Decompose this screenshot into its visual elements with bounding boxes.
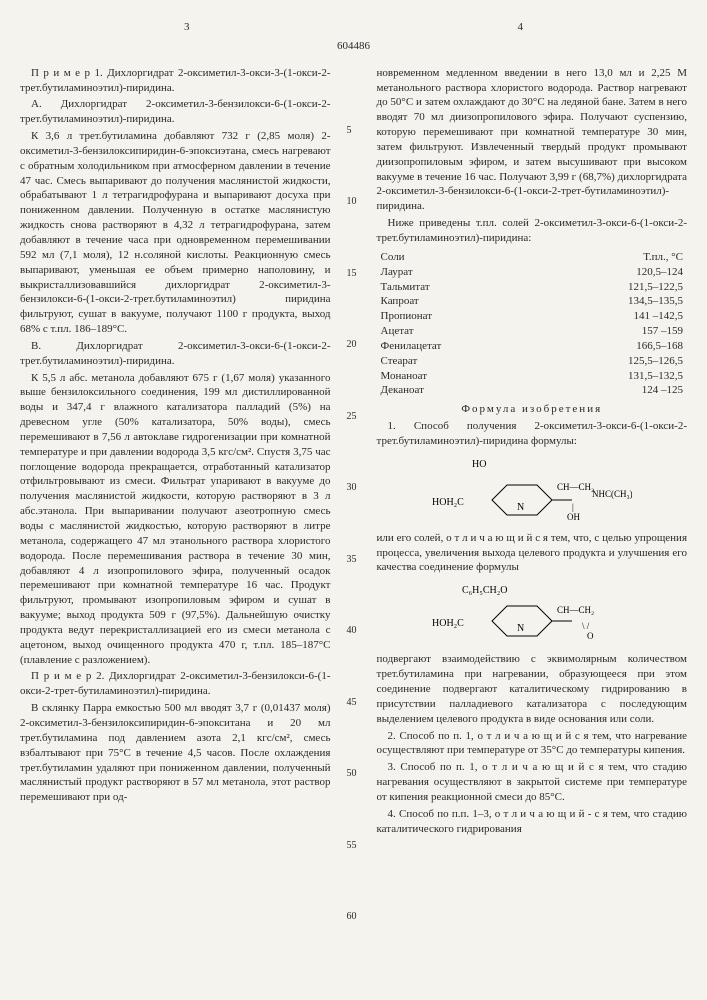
claim-1: 1. Способ получения 2-оксиметил-3-окси-6…	[377, 419, 688, 449]
section-b-body: К 5,5 л абс. метанола добавляют 675 г (1…	[20, 371, 331, 668]
left-column: П р и м е р 1. Дихлоргидрат 2-оксиметил-…	[20, 66, 331, 924]
section-a: А. Дихлоргидрат 2-оксиметил-3-бензилокси…	[20, 97, 331, 127]
table-row: Капроат134,5–135,5	[377, 294, 688, 309]
svg-text:|: |	[572, 502, 574, 512]
section-a-body: К 3,6 л трет.бутиламина добавляют 732 г …	[20, 129, 331, 337]
table-row: Пропионат141 –142,5	[377, 309, 688, 324]
line-mark: 45	[347, 696, 361, 710]
svg-text:HOH₂C: HOH₂C	[432, 618, 464, 629]
line-mark: 10	[347, 195, 361, 209]
table-row: Монаноат131,5–132,5	[377, 369, 688, 384]
line-mark: 20	[347, 338, 361, 352]
table-header: Соли Т.пл., °С	[377, 250, 688, 265]
svg-text:N: N	[517, 623, 524, 634]
svg-text:CH—CH₂: CH—CH₂	[557, 482, 594, 492]
col-mp: Т.пл., °С	[539, 250, 687, 265]
claim-1b: или его солей, о т л и ч а ю щ и й с я т…	[377, 531, 688, 576]
svg-text:C₆H₅CH₂O: C₆H₅CH₂O	[462, 585, 507, 596]
line-mark: 25	[347, 410, 361, 424]
svg-text:OH: OH	[567, 512, 580, 522]
table-row: Лаурат120,5–124	[377, 265, 688, 280]
line-mark: 50	[347, 767, 361, 781]
formula-title: Формула изобретения	[377, 402, 688, 417]
right-p2: Ниже приведены т.пл. солей 2-оксиметил-3…	[377, 216, 688, 246]
claim-4: 4. Способ по п.п. 1–3, о т л и ч а ю щ и…	[377, 807, 688, 837]
col-soli: Соли	[377, 250, 539, 265]
table-row: Тальмитат121,5–122,5	[377, 280, 688, 295]
claim-1c: подвергают взаимодействию с эквимолярным…	[377, 652, 688, 726]
line-mark: 40	[347, 624, 361, 638]
example2-title: П р и м е р 2. Дихлоргидрат 2-оксиметил-…	[20, 669, 331, 699]
line-mark: 35	[347, 553, 361, 567]
line-number-gutter: 5 10 15 20 25 30 35 40 45 50 55 60	[347, 66, 361, 924]
svg-text:\ /: \ /	[582, 621, 590, 631]
text-columns: П р и м е р 1. Дихлоргидрат 2-оксиметил-…	[20, 66, 687, 924]
svg-text:CH—CH₂: CH—CH₂	[557, 605, 594, 615]
table-row: Фенилацетат166,5–168	[377, 339, 688, 354]
svg-text:N: N	[517, 502, 524, 513]
table-row: Стеарат125,5–126,5	[377, 354, 688, 369]
svg-text:NHC(CH₃)₃: NHC(CH₃)₃	[592, 489, 632, 499]
page-num-right: 4	[518, 20, 524, 35]
claim-3: 3. Способ по п. 1, о т л и ч а ю щ и й с…	[377, 760, 688, 805]
chemical-structure-1: HO HOH₂C N CH—CH₂ | OH NHC(CH₃)₃	[377, 455, 688, 525]
svg-text:HOH₂C: HOH₂C	[432, 497, 464, 508]
line-mark: 15	[347, 267, 361, 281]
line-mark: 60	[347, 910, 361, 924]
chemical-structure-2: C₆H₅CH₂O HOH₂C N CH—CH₂ \ / O	[377, 581, 688, 646]
claim-2: 2. Способ по п. 1, о т л и ч а ю щ и й с…	[377, 729, 688, 759]
section-b: В. Дихлоргидрат 2-оксиметил-3-окси-6-(1-…	[20, 339, 331, 369]
table-row: Ацетат157 –159	[377, 324, 688, 339]
example2-body: В склянку Парра емкостью 500 мл вводят 3…	[20, 701, 331, 805]
document-number: 604486	[20, 39, 687, 54]
page-num-left: 3	[184, 20, 190, 35]
svg-text:O: O	[587, 631, 594, 641]
line-mark: 5	[347, 124, 361, 138]
right-p1: новременном медленном введении в него 13…	[377, 66, 688, 214]
right-column: новременном медленном введении в него 13…	[377, 66, 688, 924]
svg-text:HO: HO	[472, 459, 486, 470]
example1-title: П р и м е р 1. Дихлоргидрат 2-оксиметил-…	[20, 66, 331, 96]
table-row: Деканоат124 –125	[377, 383, 688, 398]
line-mark: 30	[347, 481, 361, 495]
salts-table: Соли Т.пл., °С Лаурат120,5–124 Тальмитат…	[377, 250, 688, 398]
line-mark: 55	[347, 839, 361, 853]
